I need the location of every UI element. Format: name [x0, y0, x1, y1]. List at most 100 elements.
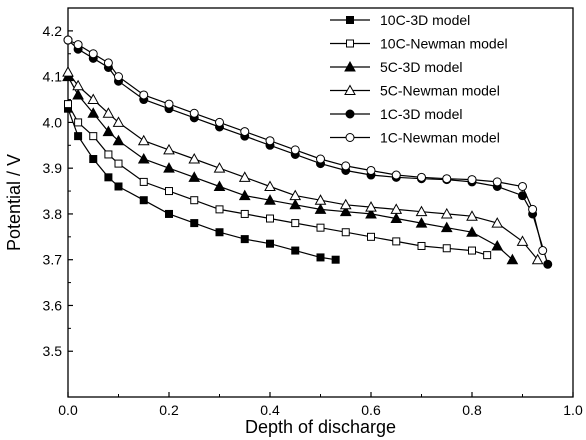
data-point	[316, 253, 325, 262]
data-point	[543, 259, 553, 269]
series-10c-newman-model	[64, 100, 492, 260]
y-axis: 3.5 3.6 3.7 3.8 3.9 4.0 4.1 4.2	[43, 23, 73, 359]
series-1c-newman-model	[63, 35, 548, 256]
data-point	[289, 198, 302, 210]
y-tick-label: 4.0	[43, 114, 63, 130]
data-point	[390, 212, 403, 224]
data-point	[440, 207, 453, 219]
legend-marker	[346, 16, 354, 24]
series-line	[67, 71, 539, 261]
data-point	[440, 221, 453, 233]
data-point	[114, 72, 123, 82]
data-point	[265, 136, 275, 146]
data-point	[213, 180, 226, 191]
y-tick-label: 3.5	[43, 343, 63, 359]
legend-marker	[344, 84, 356, 95]
y-tick-label: 4.1	[43, 69, 63, 85]
data-point	[64, 100, 72, 109]
data-point	[316, 154, 325, 164]
data-point	[213, 162, 226, 173]
data-point	[73, 40, 83, 50]
legend-item: 5C-Newman model	[330, 83, 500, 99]
data-point	[492, 177, 502, 187]
data-point	[491, 217, 504, 228]
data-point	[238, 189, 251, 201]
data-point	[266, 214, 274, 223]
data-point	[491, 239, 504, 251]
data-point	[365, 201, 377, 212]
x-tick-label: 0.2	[159, 402, 179, 418]
data-point	[164, 99, 174, 109]
data-point	[531, 253, 544, 265]
data-point	[215, 205, 224, 214]
legend-marker	[346, 39, 354, 48]
data-point	[291, 219, 300, 228]
data-point	[89, 132, 98, 141]
data-point	[240, 127, 250, 137]
data-point	[538, 246, 548, 256]
data-point	[417, 241, 426, 250]
y-tick-label: 3.9	[43, 160, 63, 176]
data-point	[112, 134, 125, 146]
series-layer	[62, 35, 553, 269]
x-tick-label: 0.6	[361, 402, 381, 418]
data-point	[266, 239, 274, 248]
legend-label: 5C-Newman model	[380, 83, 500, 99]
data-point	[467, 175, 477, 185]
data-point	[289, 189, 302, 201]
data-point	[516, 235, 529, 246]
legend-item: 10C-3D model	[330, 12, 470, 28]
data-point	[240, 209, 249, 218]
data-point	[341, 228, 350, 237]
data-point	[290, 145, 300, 155]
legend-marker	[345, 133, 355, 142]
data-point	[468, 246, 476, 255]
data-point	[137, 152, 150, 164]
data-point	[528, 204, 538, 214]
data-point	[114, 182, 123, 191]
data-point	[466, 210, 478, 221]
data-point	[63, 35, 73, 45]
data-point	[102, 107, 115, 118]
data-point	[74, 118, 83, 127]
y-tick-label: 3.6	[43, 297, 63, 313]
data-point	[139, 90, 149, 100]
data-point	[316, 223, 325, 232]
data-point	[163, 162, 175, 173]
y-axis-title: Potential / V	[4, 154, 24, 251]
legend-label: 5C-3D model	[380, 59, 462, 75]
data-point	[103, 58, 113, 68]
x-axis: 0.0 0.2 0.4 0.6 0.8 1.0	[58, 392, 583, 418]
series-line	[67, 39, 549, 265]
data-point	[114, 159, 123, 168]
data-point	[264, 194, 276, 205]
data-point	[442, 174, 452, 184]
legend-item: 5C-3D model	[330, 59, 462, 75]
data-point	[291, 246, 300, 255]
data-point	[189, 108, 199, 118]
data-point	[165, 209, 173, 218]
data-point	[215, 228, 224, 237]
data-point	[415, 217, 428, 228]
series-1c-3d-model	[63, 35, 553, 269]
series-line	[67, 76, 513, 261]
legend-label: 1C-3D model	[380, 106, 462, 122]
legend-label: 10C-3D model	[380, 12, 470, 28]
data-point	[74, 132, 83, 141]
legend: 10C-3D model 10C-Newman model 5C-3D model 5…	[330, 12, 508, 146]
data-point	[215, 117, 224, 127]
legend-label: 1C-Newman model	[380, 130, 500, 146]
data-point	[188, 171, 201, 182]
data-point	[339, 205, 352, 217]
data-point	[483, 251, 492, 260]
legend-marker	[344, 60, 356, 72]
data-point	[87, 93, 100, 105]
data-point	[331, 255, 340, 264]
legend-label: 10C-Newman model	[380, 36, 508, 52]
data-point	[415, 205, 428, 217]
data-point	[466, 226, 478, 237]
data-point	[506, 253, 519, 265]
data-point	[72, 88, 84, 100]
data-point	[238, 171, 251, 182]
